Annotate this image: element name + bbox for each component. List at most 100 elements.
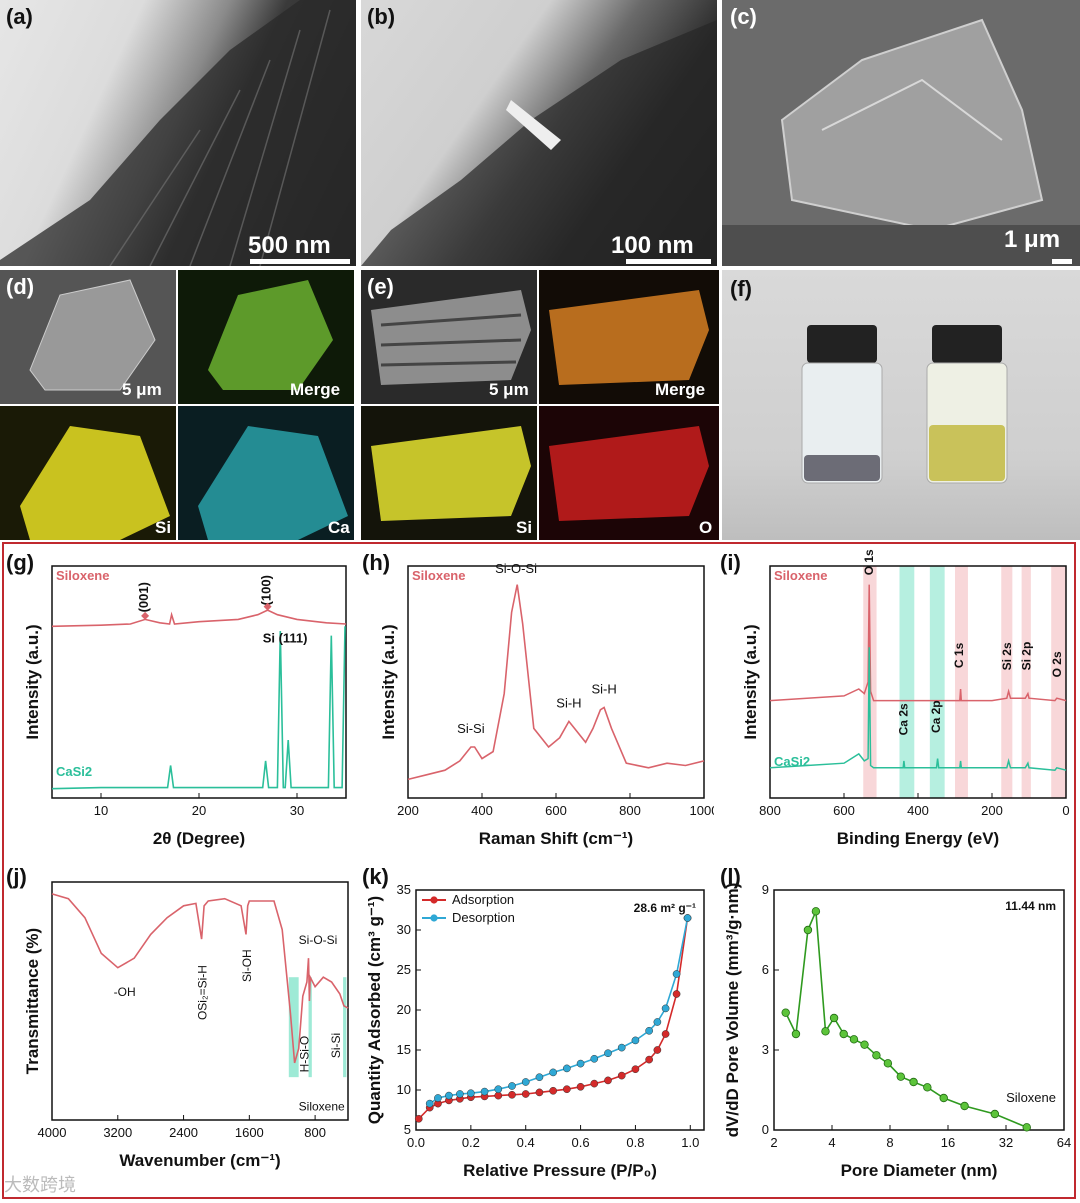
series-line-casi2 (769, 647, 1067, 771)
data-point-adsorption (576, 1082, 585, 1091)
x-tick-label: 600 (545, 803, 567, 818)
data-point-desorption (521, 1078, 530, 1086)
highlight-band (288, 977, 299, 1078)
panel-a-scale-text: 500 nm (248, 232, 331, 259)
vials-photo (801, 325, 1008, 484)
plot-frame (773, 889, 1065, 1131)
data-point-pore (990, 1109, 1000, 1119)
data-point-pore (939, 1093, 948, 1103)
series-line-siloxene (407, 584, 705, 781)
annotation-o2s: O 2s (1050, 651, 1064, 677)
panel-a-label: (a) (6, 4, 33, 29)
panel-e-merge-map: Merge (539, 270, 719, 404)
series-line-pore (784, 910, 1028, 1129)
x-tick-label: 200 (397, 803, 419, 818)
panel-label: (j) (6, 864, 27, 889)
annotation-si-si: Si-Si (457, 721, 485, 736)
panel-e-si-label: Si (516, 518, 533, 537)
data-point-desorption (604, 1049, 612, 1058)
panel-e-scale-text: 5 μm (489, 380, 529, 399)
data-point-desorption (494, 1085, 503, 1094)
x-tick-label: 1600 (235, 1125, 264, 1140)
x-axis-label: Wavenumber (cm⁻¹) (119, 1151, 280, 1170)
y-tick-label: 6 (762, 962, 769, 977)
y-tick-label: 3 (762, 1042, 769, 1057)
legend-label-desorption: Desorption (452, 910, 515, 925)
x-tick-label: 30 (290, 803, 304, 818)
x-axis-label: Pore Diameter (nm) (841, 1161, 998, 1180)
x-tick-label: 800 (304, 1125, 326, 1140)
panel-c-sem-image: (c) 1 μm (722, 0, 1080, 266)
plot-frame (51, 565, 347, 799)
highlight-band (343, 977, 347, 1078)
energy-band (1001, 566, 1013, 798)
plot-frame (769, 565, 1067, 799)
peak-marker (263, 602, 272, 611)
data-point-adsorption (661, 1030, 670, 1038)
data-point-desorption (480, 1087, 489, 1096)
data-point-adsorption (508, 1090, 516, 1099)
panel-d-scale-text: 5 μm (122, 380, 162, 399)
x-tick-label: 2 (770, 1135, 777, 1150)
data-point-adsorption (494, 1091, 503, 1100)
panel-f-label: (f) (730, 276, 752, 301)
panel-d-sem-image: (d) 5 μm (0, 270, 176, 404)
annotation-oh: -OH (114, 985, 136, 999)
annotation-ca2s: Ca 2s (897, 703, 911, 735)
data-point-adsorption (604, 1076, 612, 1085)
data-point-pore (849, 1035, 859, 1044)
energy-band (1021, 566, 1031, 798)
data-point-desorption (661, 1004, 670, 1013)
annotation-siosi: Si-O-Si (299, 933, 338, 947)
data-point-adsorption (631, 1065, 640, 1074)
annotation-sioh: Si-OH (240, 949, 254, 982)
annotation-hsio: H-Si-O (298, 1036, 312, 1073)
data-point-adsorption (653, 1046, 662, 1054)
x-tick-label: 0.2 (462, 1135, 480, 1150)
panel-c-scalebar (1052, 259, 1072, 264)
x-tick-label: 1.0 (681, 1135, 699, 1150)
data-point-desorption (590, 1054, 599, 1063)
panel-a-tem-image: (a) 500 nm (0, 0, 356, 266)
data-point-adsorption (414, 1114, 423, 1123)
annotation-si2p: Si 2p (1019, 642, 1033, 671)
data-point-desorption (549, 1068, 557, 1077)
x-tick-label: 400 (471, 803, 493, 818)
plots-frame (2, 542, 1076, 1199)
series-line-siloxene (51, 893, 349, 1064)
annotation-si111: Si (111) (263, 631, 308, 646)
data-point-desorption (445, 1091, 453, 1100)
energy-band (929, 566, 945, 798)
annotation-si-h-1: Si-H (556, 696, 581, 711)
annotation-ca2p: Ca 2p (929, 700, 943, 733)
chart-j-ftir: 4000 3200 2400 1600 800 Wavenumber (cm⁻¹) Tran… (6, 864, 349, 1170)
annotation-o1s: O 1s (862, 549, 876, 575)
annotation-100: (100) (259, 575, 274, 605)
y-tick-label: 35 (397, 882, 411, 897)
data-point-desorption (645, 1026, 653, 1035)
y-axis-label: Intensity (a.u.) (23, 624, 42, 739)
panel-e-label: (e) (367, 274, 394, 299)
data-point-desorption (508, 1082, 516, 1090)
legend-marker (430, 896, 438, 904)
panel-d-ca-map: Ca (178, 406, 354, 540)
data-point-pore (909, 1077, 918, 1087)
energy-band (1051, 566, 1066, 798)
chart-i-xps: 800 600 400 200 0 Binding Energy (eV) Intensit… (720, 549, 1070, 848)
data-point-pore (923, 1083, 932, 1092)
data-point-adsorption (672, 990, 681, 998)
panel-f-photo: (f) (722, 270, 1080, 540)
x-tick-label: 10 (94, 803, 108, 818)
x-tick-label: 16 (941, 1135, 955, 1150)
x-tick-label: 4 (828, 1135, 835, 1150)
highlight-band (308, 977, 312, 1078)
data-point-pore (1022, 1123, 1031, 1132)
data-point-pore (803, 925, 813, 935)
data-point-desorption (576, 1059, 585, 1068)
data-point-pore (896, 1072, 905, 1081)
data-point-pore (821, 1027, 830, 1036)
data-point-adsorption (590, 1079, 599, 1088)
panel-c-label: (c) (730, 4, 757, 29)
data-point-adsorption (645, 1055, 653, 1064)
y-tick-label: 10 (397, 1082, 411, 1097)
